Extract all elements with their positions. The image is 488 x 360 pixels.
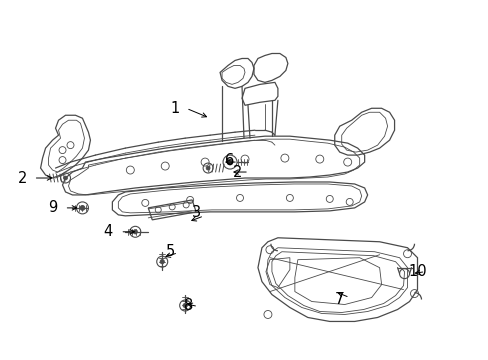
Circle shape <box>63 176 67 180</box>
Text: 1: 1 <box>170 101 180 116</box>
Text: 2: 2 <box>18 171 27 185</box>
Circle shape <box>160 260 164 264</box>
Text: 6: 6 <box>225 153 234 167</box>
Text: 4: 4 <box>103 224 113 239</box>
Circle shape <box>80 206 85 210</box>
Text: 3: 3 <box>191 205 200 220</box>
Text: 7: 7 <box>334 292 344 307</box>
Circle shape <box>183 303 187 308</box>
Circle shape <box>226 159 233 165</box>
Circle shape <box>205 166 210 170</box>
Text: 8: 8 <box>183 298 192 313</box>
Text: 10: 10 <box>407 264 426 279</box>
Text: 2: 2 <box>233 165 242 180</box>
Circle shape <box>133 230 137 234</box>
Text: 5: 5 <box>165 244 175 259</box>
Text: 9: 9 <box>48 201 57 215</box>
